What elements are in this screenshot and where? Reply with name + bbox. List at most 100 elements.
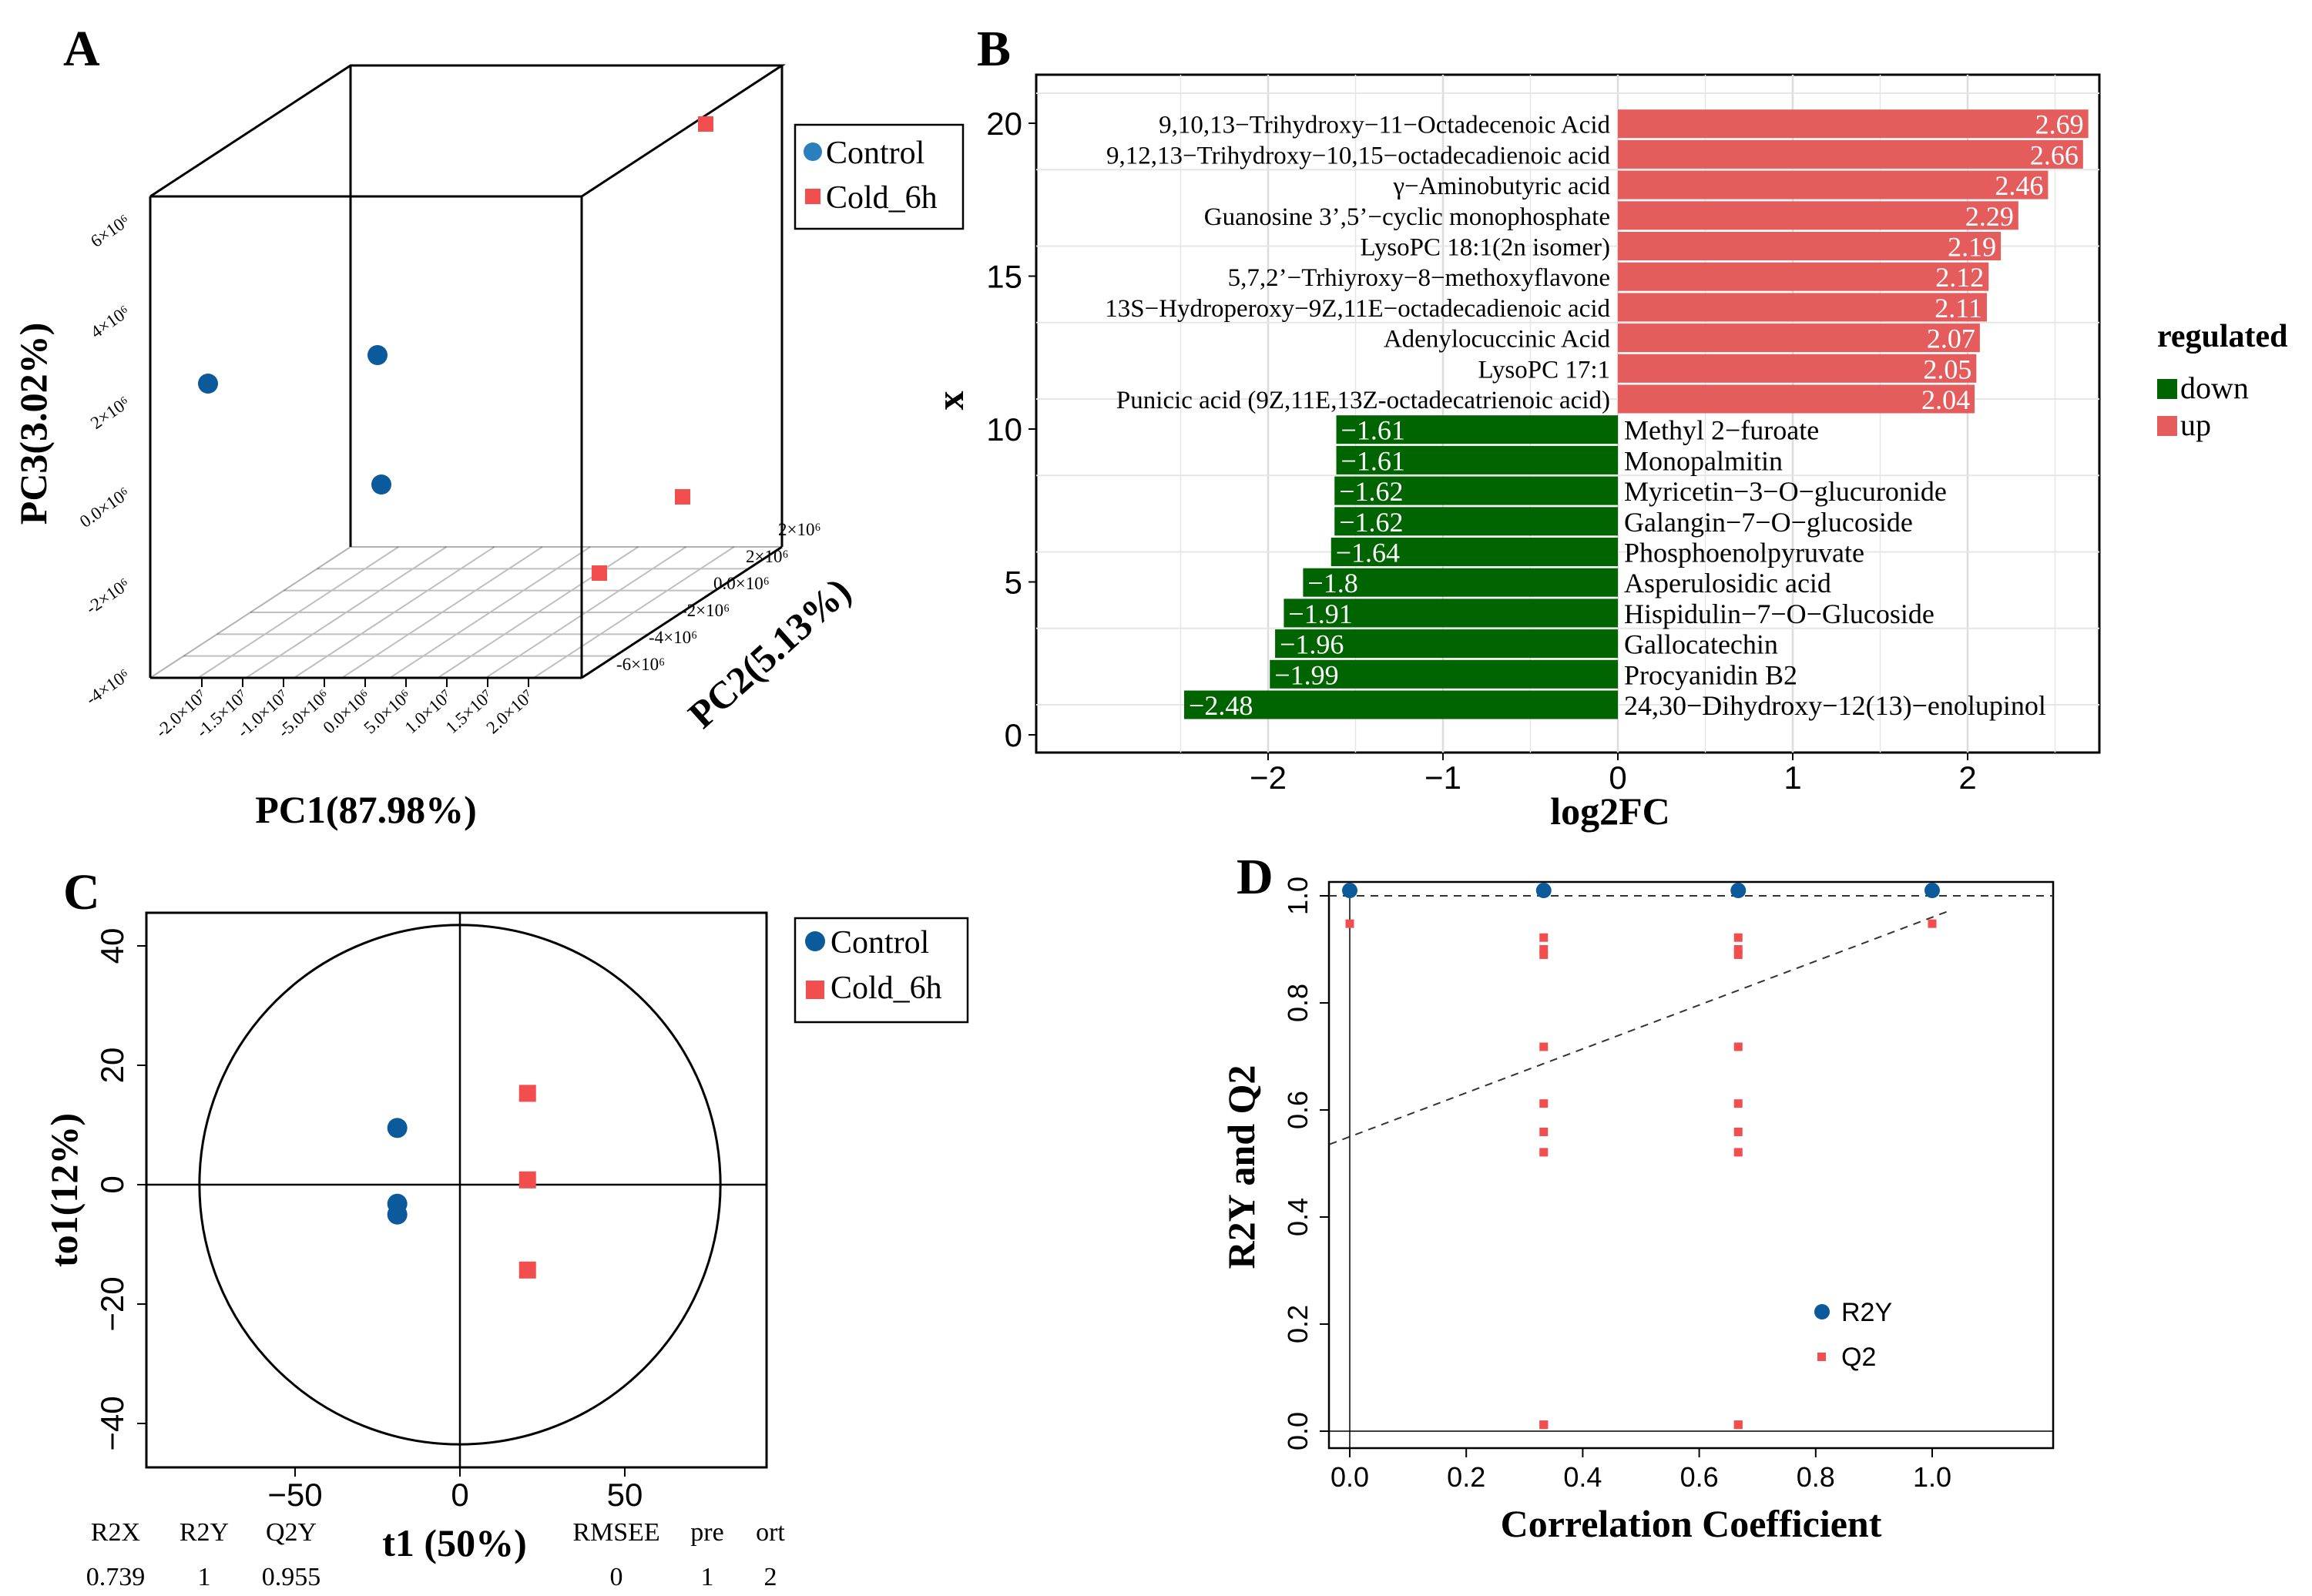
bar-category-label: 9,10,13−Trihydroxy−11−Octadecenoic Acid bbox=[1159, 112, 1610, 139]
bar-category-label: Procyanidin B2 bbox=[1624, 659, 1797, 690]
legend-title: regulated bbox=[2157, 319, 2288, 354]
q2-point bbox=[1539, 945, 1549, 954]
bar-category-label: Guanosine 3’,5’−cyclic monophosphate bbox=[1204, 203, 1610, 231]
q2-point bbox=[1733, 1420, 1743, 1430]
cold-6h-point bbox=[518, 1261, 536, 1279]
x-tick-label: −1 bbox=[1424, 759, 1461, 796]
control-point bbox=[198, 374, 218, 394]
x-axis-label: Correlation Coefficient bbox=[1501, 1502, 1882, 1545]
y-tick-label: 0.4 bbox=[1282, 1198, 1314, 1236]
pc2-tick-label: 0.0×10⁶ bbox=[713, 574, 770, 593]
bar-category-label: Monopalmitin bbox=[1624, 445, 1783, 476]
bar bbox=[1618, 354, 1977, 383]
bar-category-label: 5,7,2’−Trhiyroxy−8−methoxyflavone bbox=[1228, 264, 1610, 292]
q2-point bbox=[1539, 950, 1549, 959]
q2-point bbox=[1345, 919, 1354, 928]
bar-value-label: 2.11 bbox=[1934, 293, 1982, 324]
bar-category-label: Punicic acid (9Z,11E,13Z-octadecatrienoi… bbox=[1116, 387, 1610, 414]
bar-value-label: 2.12 bbox=[1935, 262, 1984, 293]
legend-box bbox=[794, 917, 969, 1024]
stats-value: 0.955 bbox=[262, 1563, 321, 1591]
pc3-tick-label: 4×10⁶ bbox=[87, 302, 133, 342]
y-tick-label: −20 bbox=[94, 1276, 130, 1331]
bar-category-label: Methyl 2−furoate bbox=[1624, 415, 1819, 446]
pc2-tick-label: -4×10⁶ bbox=[649, 628, 697, 647]
legend-q2-label: Q2 bbox=[1841, 1343, 1876, 1372]
y-tick-label: 40 bbox=[94, 928, 130, 964]
bar bbox=[1618, 201, 2018, 230]
pca-3d-panel: -2.0×10⁷-1.5×10⁷-1.0×10⁷-5.0×10⁶0.0×10⁶5… bbox=[12, 64, 965, 831]
panel-label-a: A bbox=[63, 21, 100, 77]
opls-legend: Control Cold_6h bbox=[794, 917, 969, 1024]
legend-control-label: Control bbox=[831, 925, 929, 961]
q2-point bbox=[1539, 1127, 1549, 1136]
y-ticks: 0 5 10 15 20 bbox=[986, 106, 1036, 753]
x-tick-label: 0 bbox=[1609, 759, 1626, 796]
bar bbox=[1618, 384, 1975, 414]
legend-down-swatch bbox=[2157, 379, 2177, 399]
hotelling-ellipse bbox=[198, 924, 722, 1446]
bar bbox=[1618, 293, 1987, 322]
bar-value-label: −1.62 bbox=[1339, 507, 1403, 538]
pc3-tick-label: -4×10⁶ bbox=[82, 666, 133, 709]
control-point bbox=[371, 474, 391, 495]
x-axis-label: t1 (50%) bbox=[382, 1521, 526, 1564]
bars: −2.48 24,30−Dihydroxy−12(13)−enolupinol −1… bbox=[1105, 109, 2089, 721]
bar bbox=[1334, 507, 1618, 536]
y-axis-label: x bbox=[928, 391, 971, 411]
pc2-axis-label: PC2(5.13%) bbox=[680, 569, 859, 736]
y-tick-label: 20 bbox=[94, 1048, 130, 1084]
ticks: −50 0 50 −40 −20 0 20 40 bbox=[94, 928, 643, 1513]
bar bbox=[1618, 139, 2083, 169]
bar-category-label: Adenylocuccinic Acid bbox=[1384, 326, 1611, 354]
cold-6h-point bbox=[518, 1171, 536, 1189]
legend-up-swatch bbox=[2157, 416, 2177, 436]
x-tick-label: 0.0 bbox=[1330, 1461, 1369, 1493]
legend-box bbox=[794, 123, 965, 230]
bar-category-label: 9,12,13−Trihydroxy−10,15−octadecadienoic… bbox=[1106, 142, 1610, 169]
panel-label-d: D bbox=[1237, 849, 1273, 905]
x-tick-label: −2 bbox=[1250, 759, 1287, 796]
model-stats-table: R2X R2Y Q2Y RMSEE pre ort 0.739 1 0.955 0 1 2 bbox=[86, 1518, 786, 1591]
permutation-panel: 0.0 0.2 0.4 0.6 0.8 1.0 0.0 0.2 0.4 0.6 0.8 1.0 Cor… bbox=[1220, 877, 2055, 1545]
pc3-axis-label: PC3(3.02%) bbox=[12, 323, 55, 525]
bar-value-label: 2.07 bbox=[1927, 324, 1975, 354]
y-tick-label: 0 bbox=[1005, 717, 1022, 753]
y-tick-label: 0.0 bbox=[1282, 1412, 1314, 1450]
pc2-tick-label: -6×10⁶ bbox=[616, 655, 665, 674]
bar-category-label: Galangin−7−O−glucoside bbox=[1624, 507, 1913, 538]
bar bbox=[1275, 629, 1618, 659]
x-axis-label: log2FC bbox=[1550, 790, 1670, 833]
y-tick-label: 0.2 bbox=[1282, 1305, 1314, 1343]
stats-value: 1 bbox=[701, 1563, 714, 1591]
q2-point bbox=[1539, 1420, 1549, 1430]
bar bbox=[1618, 170, 2049, 200]
control-point bbox=[387, 1118, 408, 1138]
bar-value-label: −1.61 bbox=[1341, 445, 1405, 476]
q2-point bbox=[1733, 1042, 1743, 1051]
bar-value-label: −1.61 bbox=[1341, 415, 1405, 446]
r2y-point bbox=[1730, 883, 1747, 899]
cold-6h-point bbox=[675, 489, 690, 505]
bar bbox=[1303, 568, 1618, 597]
pc3-tick-label: 6×10⁶ bbox=[87, 211, 133, 251]
bar bbox=[1336, 445, 1618, 474]
legend-cold-marker bbox=[806, 981, 824, 999]
stats-header: ort bbox=[756, 1518, 785, 1547]
q2-point bbox=[1733, 945, 1743, 954]
cold-6h-point bbox=[698, 116, 713, 132]
plot-area bbox=[1327, 880, 2055, 1450]
r2y-point bbox=[1342, 883, 1357, 899]
pc2-tick-label: -2×10⁶ bbox=[681, 601, 730, 620]
y-tick-label: 20 bbox=[986, 106, 1022, 142]
x-tick-label: 0.4 bbox=[1563, 1461, 1602, 1493]
score-points bbox=[387, 1085, 536, 1279]
bar-value-label: 2.05 bbox=[1923, 354, 1971, 384]
panel-label-b: B bbox=[977, 21, 1011, 77]
y-tick-label: −40 bbox=[94, 1396, 130, 1450]
x-tick-label: 2 bbox=[1958, 759, 1976, 796]
stats-header: R2X bbox=[91, 1518, 140, 1547]
x-ticks: −2 −1 0 1 2 bbox=[1250, 753, 1977, 796]
q2-point bbox=[1539, 933, 1549, 942]
